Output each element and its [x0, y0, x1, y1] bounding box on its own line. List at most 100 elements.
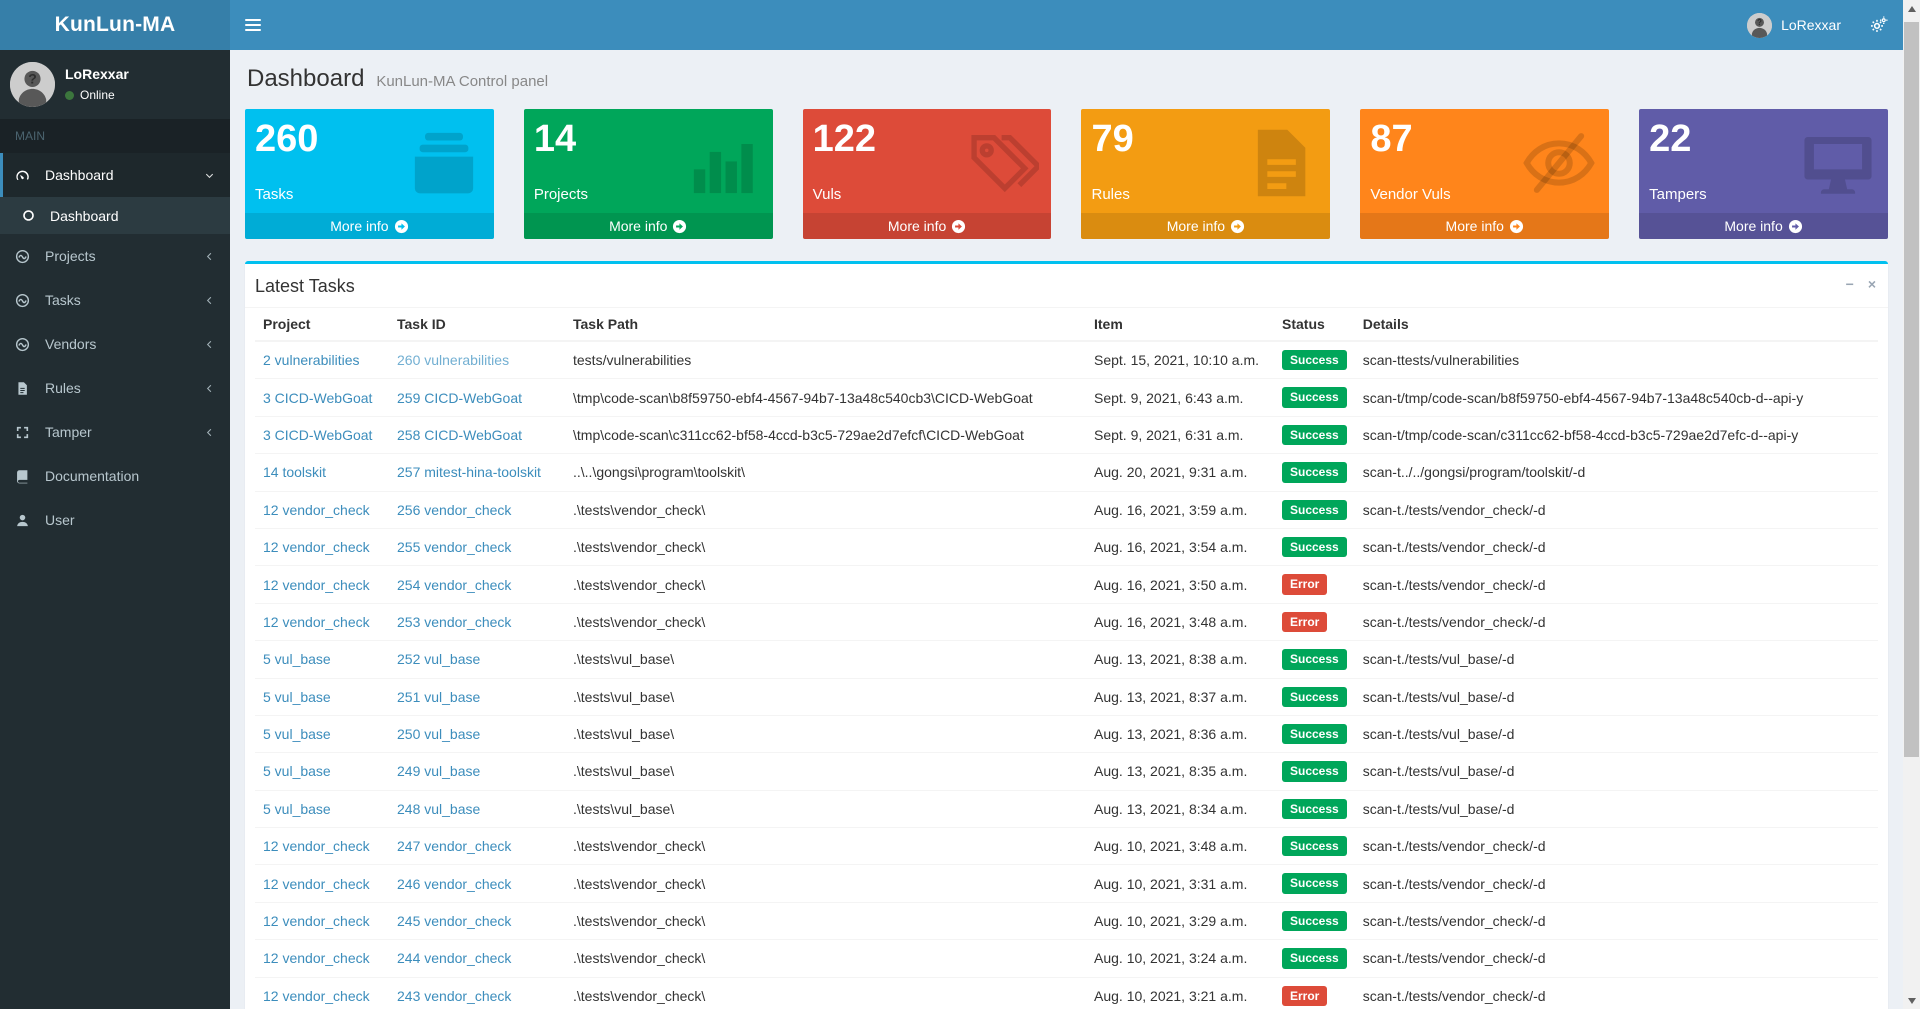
cell-details: scan-t./tests/vendor_check/-d	[1354, 490, 1878, 529]
sidebar-submenu: Dashboard	[0, 197, 230, 234]
cell-task-path: .\tests\vendor_check\	[565, 976, 1086, 1009]
cell-details: scan-ttests/vulnerabilities	[1354, 340, 1878, 379]
navbar-user-menu[interactable]: ? LoRexxar	[1733, 0, 1855, 50]
cell-item: Aug. 16, 2021, 3:54 a.m.	[1086, 527, 1274, 566]
table-row: 3 CICD-WebGoat 258 CICD-WebGoat \tmp\cod…	[255, 415, 1878, 454]
project-link[interactable]: 3 CICD-WebGoat	[263, 389, 373, 406]
project-link[interactable]: 5 vul_base	[263, 726, 331, 743]
stat-box-vendor-vuls: 87 Vendor Vuls More info	[1360, 109, 1610, 239]
settings-gears-icon[interactable]	[1855, 0, 1903, 50]
task-id-link[interactable]: 259 CICD-WebGoat	[397, 389, 523, 406]
cell-status: Success	[1274, 752, 1355, 791]
vertical-scrollbar[interactable]	[1903, 0, 1920, 1009]
more-info-link[interactable]: More info	[1081, 213, 1331, 239]
task-id-link[interactable]: 253 vendor_check	[397, 613, 512, 630]
sidebar-item-tamper[interactable]: Tamper	[0, 410, 230, 454]
task-id-link[interactable]: 255 vendor_check	[397, 539, 512, 556]
cell-project: 2 vulnerabilities	[255, 340, 389, 379]
desktop-icon	[1800, 125, 1876, 204]
sidebar-item-dashboard[interactable]: Dashboard	[0, 153, 230, 197]
task-id-link[interactable]: 248 vul_base	[397, 800, 481, 817]
sidebar-item-rules[interactable]: Rules	[0, 366, 230, 410]
table-row: 12 vendor_check 246 vendor_check .\tests…	[255, 864, 1878, 903]
scrollbar-thumb[interactable]	[1904, 22, 1919, 757]
sidebar-item-user[interactable]: User	[0, 498, 230, 542]
project-link[interactable]: 5 vul_base	[263, 763, 331, 780]
cell-task-path: .\tests\vendor_check\	[565, 901, 1086, 940]
task-id-link[interactable]: 244 vendor_check	[397, 950, 512, 967]
table-row: 2 vulnerabilities 260 vulnerabilities te…	[255, 340, 1878, 379]
latest-tasks-panel: Latest Tasks − × Project Task ID Task Path…	[245, 261, 1888, 1009]
project-link[interactable]: 3 CICD-WebGoat	[263, 426, 373, 443]
task-id-link[interactable]: 254 vendor_check	[397, 576, 512, 593]
project-link[interactable]: 12 vendor_check	[263, 501, 370, 518]
sidebar-user-panel: ? LoRexxar Online	[0, 50, 230, 119]
stat-value: 22	[1649, 118, 1692, 160]
sidebar-item-projects[interactable]: Projects	[0, 234, 230, 278]
cell-task-id: 245 vendor_check	[389, 901, 565, 940]
project-link[interactable]: 5 vul_base	[263, 800, 331, 817]
cell-item: Aug. 20, 2021, 9:31 a.m.	[1086, 453, 1274, 492]
cell-details: scan-t./tests/vul_base/-d	[1354, 714, 1878, 753]
sidebar-item-documentation[interactable]: Documentation	[0, 454, 230, 498]
task-id-link[interactable]: 256 vendor_check	[397, 501, 512, 518]
sidebar-user-name: LoRexxar	[65, 66, 129, 82]
project-link[interactable]: 14 toolskit	[263, 464, 327, 481]
task-id-link[interactable]: 245 vendor_check	[397, 913, 512, 930]
cell-status: Success	[1274, 864, 1355, 903]
scroll-down-arrow-icon[interactable]	[1903, 992, 1920, 1009]
task-id-link[interactable]: 246 vendor_check	[397, 875, 512, 892]
task-id-link[interactable]: 251 vul_base	[397, 688, 481, 705]
cell-status: Success	[1274, 415, 1355, 454]
project-link[interactable]: 12 vendor_check	[263, 913, 370, 930]
stat-label: Projects	[533, 186, 589, 203]
navbar-avatar: ?	[1747, 12, 1773, 38]
more-info-link[interactable]: More info	[1639, 213, 1888, 239]
more-info-link[interactable]: More info	[245, 213, 494, 239]
cell-task-id: 248 vul_base	[389, 789, 565, 828]
project-link[interactable]: 12 vendor_check	[263, 613, 370, 630]
table-header-row: Project Task ID Task Path Item Status Details	[255, 308, 1878, 342]
collapse-icon[interactable]: −	[1845, 276, 1854, 292]
more-info-link[interactable]: More info	[802, 213, 1052, 239]
status-badge: Success	[1282, 350, 1347, 371]
project-link[interactable]: 5 vul_base	[263, 651, 331, 668]
cell-item: Sept. 9, 2021, 6:31 a.m.	[1086, 415, 1274, 454]
cell-project: 12 vendor_check	[255, 864, 389, 903]
table-row: 12 vendor_check 256 vendor_check .\tests…	[255, 490, 1878, 529]
scroll-up-arrow-icon[interactable]	[1903, 0, 1920, 17]
task-id-link[interactable]: 257 mitest-hina-toolskit	[397, 464, 541, 481]
cell-item: Sept. 9, 2021, 6:43 a.m.	[1086, 378, 1274, 417]
brand-logo[interactable]: KunLun-MA	[0, 0, 230, 50]
task-id-link[interactable]: 250 vul_base	[397, 726, 481, 743]
task-id-link[interactable]: 247 vendor_check	[397, 838, 512, 855]
close-icon[interactable]: ×	[1867, 276, 1876, 292]
project-link[interactable]: 12 vendor_check	[263, 838, 370, 855]
cell-item: Aug. 13, 2021, 8:38 a.m.	[1086, 640, 1274, 679]
project-link[interactable]: 5 vul_base	[263, 688, 331, 705]
task-id-link[interactable]: 260 vulnerabilities	[397, 352, 510, 369]
sidebar-toggle-icon[interactable]	[230, 0, 276, 50]
sidebar-item-vendors[interactable]: Vendors	[0, 322, 230, 366]
stat-value: 260	[255, 118, 319, 160]
project-link[interactable]: 2 vulnerabilities	[263, 352, 360, 369]
more-info-link[interactable]: More info	[1360, 213, 1610, 239]
project-link[interactable]: 12 vendor_check	[263, 987, 370, 1004]
sidebar-item-tasks[interactable]: Tasks	[0, 278, 230, 322]
task-id-link[interactable]: 252 vul_base	[397, 651, 481, 668]
cell-project: 5 vul_base	[255, 640, 389, 679]
project-link[interactable]: 12 vendor_check	[263, 539, 370, 556]
cell-item: Aug. 16, 2021, 3:59 a.m.	[1086, 490, 1274, 529]
table-row: 5 vul_base 249 vul_base .\tests\vul_base…	[255, 752, 1878, 791]
task-id-link[interactable]: 258 CICD-WebGoat	[397, 426, 523, 443]
sidebar-subitem-dashboard[interactable]: Dashboard	[0, 197, 230, 234]
stat-box-tampers: 22 Tampers More info	[1639, 109, 1888, 239]
task-id-link[interactable]: 243 vendor_check	[397, 987, 512, 1004]
project-link[interactable]: 12 vendor_check	[263, 950, 370, 967]
project-link[interactable]: 12 vendor_check	[263, 875, 370, 892]
project-link[interactable]: 12 vendor_check	[263, 576, 370, 593]
task-id-link[interactable]: 249 vul_base	[397, 763, 481, 780]
status-badge: Success	[1282, 761, 1347, 782]
page-subtitle: KunLun-MA Control panel	[376, 73, 549, 90]
more-info-link[interactable]: More info	[523, 213, 773, 239]
